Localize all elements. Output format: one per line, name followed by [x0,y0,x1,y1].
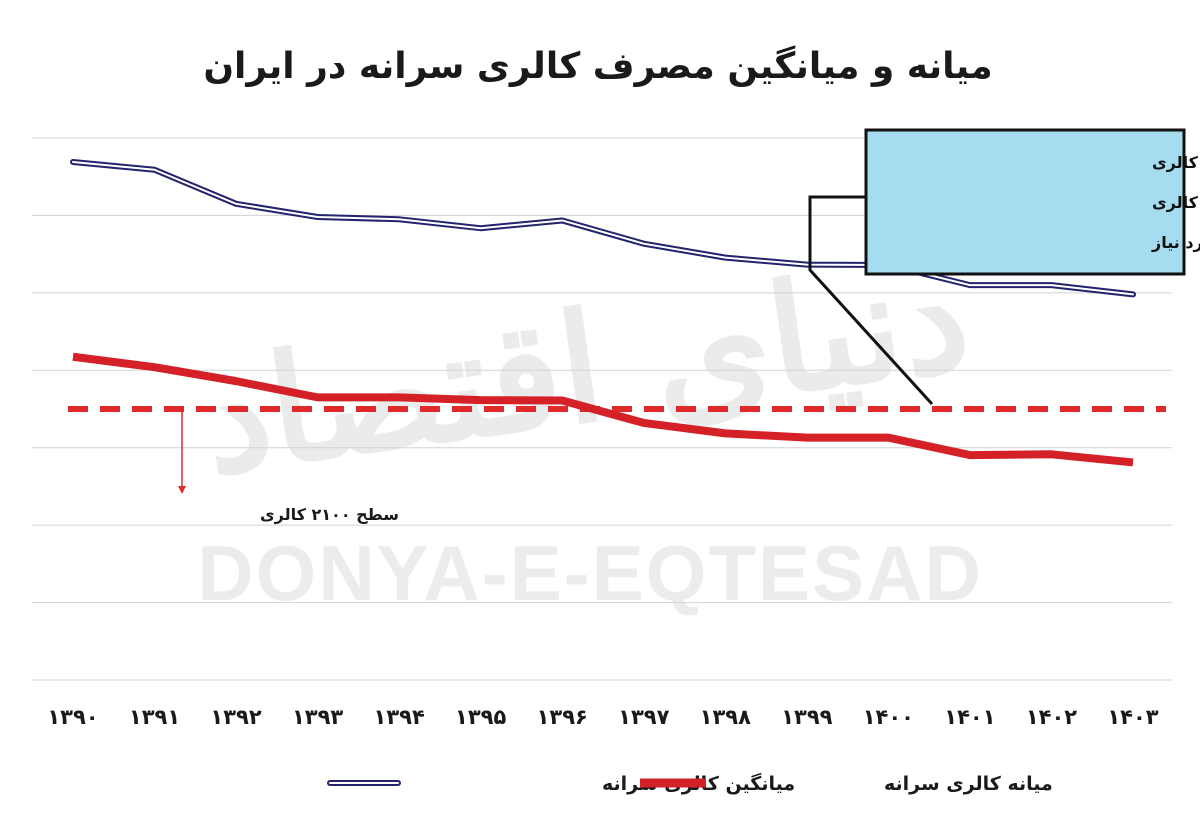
callout-pointer [808,195,934,406]
series-line [72,352,1134,467]
data-point [234,202,238,206]
x-tick-label: ۱۳۹۲ [210,705,261,729]
callout-line-1: نقطه برابری میانگین کالری [1152,153,1200,172]
legend-label-median: میانه کالری سرانه [884,773,1053,795]
callout-line-3: مورد نیاز [1151,233,1200,252]
data-point [560,398,564,402]
series-layer [68,159,1166,467]
x-tick-label: ۱۴۰۲ [1026,705,1077,729]
data-point [642,421,646,425]
data-point [723,256,727,260]
data-point [234,379,238,383]
legend-item-mean: میانگین کالری سرانه [327,772,795,795]
callout-box [864,128,1186,276]
data-point [968,283,972,287]
x-tick-label: ۱۳۹۰ [47,705,98,729]
x-tick-label: ۱۳۹۴ [374,705,425,729]
data-point [560,218,564,222]
x-tick-label: ۱۳۹۸ [700,705,751,729]
data-point [153,168,157,172]
threshold-arrow-head [178,486,186,494]
series-median [71,352,1135,467]
data-point [71,355,75,359]
data-point [316,215,320,219]
x-tick-label: ۱۳۹۷ [618,705,669,729]
chart-title: میانه و میانگین مصرف کالری سرانه در ایرا… [203,45,992,87]
x-tick-label: ۱۴۰۰ [863,705,914,729]
series-mean [70,159,1136,298]
watermark-latin: DONYA-E-EQTESAD [197,529,983,617]
legend: میانگین کالری سرانه میانه کالری سرانه [327,772,1053,795]
threshold-label: سطح ۲۱۰۰ کالری [260,505,399,524]
callout-line-2: مصرفی سرانه با حداقل کالری [1152,193,1200,212]
gridlines [32,137,1172,681]
data-point [1131,292,1135,296]
data-point [805,436,809,440]
data-point [805,263,809,267]
data-point [1131,460,1135,464]
data-point [71,160,75,164]
data-point [316,395,320,399]
watermark: دنیای اقتصاد DONYA-E-EQTESAD [192,228,983,617]
x-tick-label: ۱۳۹۳ [292,705,343,729]
data-point [723,431,727,435]
x-tick-label: ۱۳۹۹ [781,705,832,729]
data-point [886,436,890,440]
data-point [1049,452,1053,456]
data-point [397,395,401,399]
series-line-inner [72,161,1134,296]
x-tick-label: ۱۳۹۶ [537,705,588,729]
x-tick-label: ۱۳۹۵ [455,705,506,729]
x-tick-label: ۱۳۹۱ [129,705,180,729]
data-point [642,242,646,246]
callout: نقطه برابری میانگین کالری مصرفی سرانه با… [808,128,1200,406]
threshold-annotation: سطح ۲۱۰۰ کالری [178,410,399,524]
data-point [397,217,401,221]
data-point [1049,283,1053,287]
watermark-persian: دنیای اقتصاد [192,228,979,510]
data-point [153,365,157,369]
data-point [968,453,972,457]
x-tick-label: ۱۴۰۳ [1107,705,1158,729]
legend-item-median: میانه کالری سرانه [640,773,1053,795]
data-point [479,226,483,230]
x-axis-ticks: ۱۳۹۰ ۱۳۹۱ ۱۳۹۲ ۱۳۹۳ ۱۳۹۴ ۱۳۹۵ ۱۳۹۶ ۱۳۹۷ ۱۳۹۸ ۱۳۹۹… [47,705,1158,729]
data-point [479,398,483,402]
x-tick-label: ۱۴۰۱ [944,705,995,729]
